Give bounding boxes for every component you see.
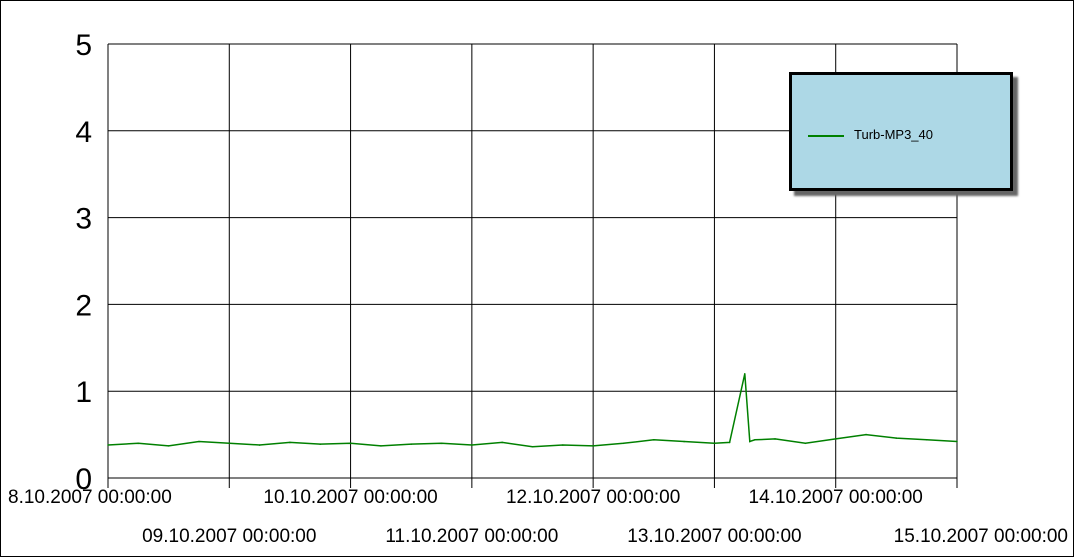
x-tick-label: 11.10.2007 00:00:00 xyxy=(385,526,558,547)
data-point xyxy=(258,444,261,446)
legend-label: Turb-MP3_40 xyxy=(854,127,933,142)
data-point xyxy=(137,442,140,445)
x-tick-label: 09.10.2007 00:00:00 xyxy=(142,526,316,547)
y-tick-label: 0 xyxy=(75,463,92,496)
data-point xyxy=(349,442,352,445)
data-point xyxy=(592,445,594,447)
x-tick-label: 15.10.2007 00:00:00 xyxy=(894,526,1068,547)
x-tick-label: 10.10.2007 00:00:00 xyxy=(263,487,437,508)
data-point xyxy=(228,442,231,445)
data-point xyxy=(956,440,958,443)
series-line-0 xyxy=(107,373,958,448)
x-tick-label: 8.10.2007 00:00:00 xyxy=(8,487,172,508)
y-tick-label: 2 xyxy=(75,289,92,322)
data-point xyxy=(440,442,443,445)
legend: Turb-MP3_40 xyxy=(789,72,1013,191)
data-point xyxy=(622,442,625,445)
x-tick-label: 14.10.2007 00:00:00 xyxy=(749,487,923,508)
data-point xyxy=(774,438,776,440)
data-point xyxy=(380,445,382,447)
data-point xyxy=(198,440,200,443)
data-point xyxy=(107,444,109,446)
data-point xyxy=(167,445,170,447)
data-point xyxy=(410,443,413,445)
data-point xyxy=(804,442,807,445)
data-point xyxy=(713,442,716,445)
data-point xyxy=(895,437,898,439)
x-tick-label: 12.10.2007 00:00:00 xyxy=(506,487,680,508)
data-point xyxy=(754,439,756,441)
data-point xyxy=(728,441,731,444)
data-point xyxy=(562,444,564,446)
data-point xyxy=(683,440,685,443)
data-point xyxy=(531,445,534,448)
legend-swatch xyxy=(808,135,844,137)
data-point xyxy=(652,439,655,441)
data-point xyxy=(743,373,746,375)
data-point xyxy=(834,438,837,440)
data-point xyxy=(289,441,291,444)
data-point xyxy=(865,433,867,436)
data-point xyxy=(471,444,473,446)
y-tick-label: 4 xyxy=(75,116,92,149)
x-tick-label: 13.10.2007 00:00:00 xyxy=(627,526,801,547)
y-tick-label: 5 xyxy=(75,29,92,62)
data-point xyxy=(925,439,928,441)
data-point xyxy=(319,443,322,445)
y-tick-label: 3 xyxy=(75,203,92,236)
data-point xyxy=(749,440,751,443)
data-point xyxy=(501,441,503,444)
y-tick-label: 1 xyxy=(75,376,92,409)
